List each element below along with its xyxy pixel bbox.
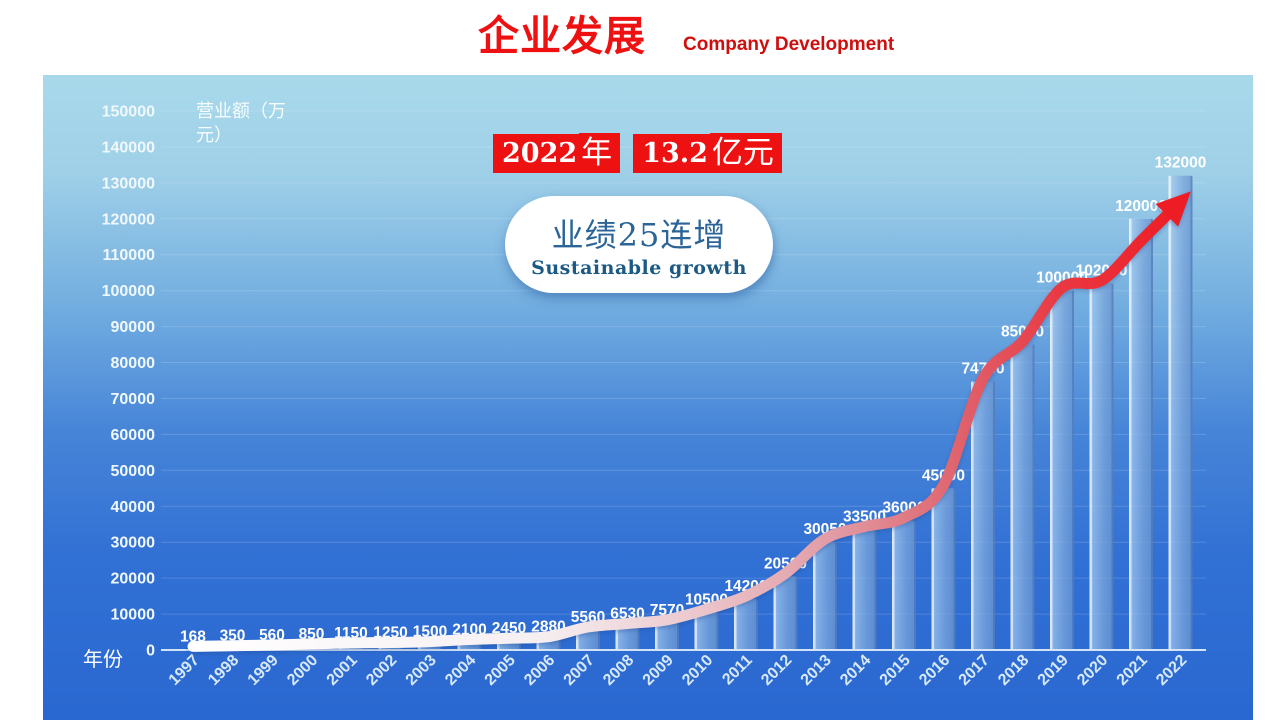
svg-text:2010: 2010 bbox=[679, 652, 716, 689]
callout-year-box: 2022 年 bbox=[493, 133, 621, 174]
callout-year-unit: 年 bbox=[579, 133, 621, 174]
bubble-headline-prefix: 业绩 bbox=[551, 217, 618, 253]
svg-text:140000: 140000 bbox=[102, 139, 155, 156]
svg-text:2017: 2017 bbox=[956, 652, 993, 689]
svg-text:2006: 2006 bbox=[521, 652, 558, 689]
svg-text:2007: 2007 bbox=[561, 652, 598, 689]
svg-text:30000: 30000 bbox=[111, 535, 156, 552]
callout-value-number: 13.2 bbox=[633, 133, 710, 173]
svg-text:40000: 40000 bbox=[111, 499, 156, 516]
callout-value-unit: 亿元 bbox=[709, 133, 782, 174]
svg-text:2002: 2002 bbox=[363, 652, 400, 689]
svg-text:2019: 2019 bbox=[1035, 652, 1072, 689]
chart-panel: 0 10000 20000 30000 40000 50000 60000 70000 8000… bbox=[43, 75, 1253, 720]
growth-bubble: 业绩25连增 Sustainable growth bbox=[505, 196, 773, 293]
bubble-subline: Sustainable growth bbox=[531, 257, 747, 279]
svg-text:2009: 2009 bbox=[640, 652, 677, 689]
y-axis-title: 营业额（万元） bbox=[196, 101, 286, 146]
svg-text:100000: 100000 bbox=[102, 283, 155, 300]
svg-text:10000: 10000 bbox=[111, 607, 156, 624]
bubble-headline-number: 25 bbox=[617, 216, 661, 254]
svg-text:132000: 132000 bbox=[1155, 155, 1207, 172]
svg-text:120000: 120000 bbox=[1115, 198, 1167, 215]
svg-text:2001: 2001 bbox=[324, 652, 361, 689]
svg-text:2022: 2022 bbox=[1153, 652, 1190, 689]
svg-text:2008: 2008 bbox=[600, 652, 637, 689]
svg-text:120000: 120000 bbox=[102, 211, 155, 228]
page-subtitle: Company Development bbox=[683, 34, 895, 55]
callout-value-box: 13.2 亿元 bbox=[633, 133, 782, 174]
page-title: 企业发展 bbox=[478, 13, 646, 59]
svg-text:2015: 2015 bbox=[877, 652, 914, 689]
svg-text:2016: 2016 bbox=[916, 652, 953, 689]
svg-text:110000: 110000 bbox=[102, 247, 155, 264]
svg-text:60000: 60000 bbox=[111, 427, 156, 444]
svg-text:150000: 150000 bbox=[102, 104, 155, 121]
svg-text:2021: 2021 bbox=[1114, 652, 1151, 689]
svg-text:2004: 2004 bbox=[442, 652, 479, 689]
svg-text:2000: 2000 bbox=[284, 652, 321, 689]
svg-text:70000: 70000 bbox=[111, 391, 156, 408]
svg-text:2018: 2018 bbox=[995, 652, 1032, 689]
svg-text:2020: 2020 bbox=[1074, 652, 1111, 689]
svg-text:1997: 1997 bbox=[166, 652, 203, 689]
callout-year-number: 2022 bbox=[493, 133, 580, 173]
svg-text:2014: 2014 bbox=[837, 652, 874, 689]
svg-text:2005: 2005 bbox=[482, 652, 519, 689]
svg-text:90000: 90000 bbox=[111, 319, 156, 336]
svg-text:130000: 130000 bbox=[102, 175, 155, 192]
x-axis-title: 年份 bbox=[83, 649, 123, 671]
svg-text:20000: 20000 bbox=[111, 571, 156, 588]
svg-text:2003: 2003 bbox=[403, 652, 440, 689]
svg-text:2011: 2011 bbox=[719, 652, 756, 689]
svg-text:1998: 1998 bbox=[205, 652, 242, 689]
bubble-headline: 业绩25连增 bbox=[552, 210, 727, 256]
svg-text:80000: 80000 bbox=[111, 355, 156, 372]
svg-text:2013: 2013 bbox=[798, 652, 835, 689]
bubble-headline-suffix: 连增 bbox=[660, 217, 727, 253]
svg-text:50000: 50000 bbox=[111, 463, 156, 480]
svg-text:0: 0 bbox=[146, 643, 155, 660]
svg-text:2012: 2012 bbox=[758, 652, 795, 689]
revenue-chart: 0 10000 20000 30000 40000 50000 60000 70000 8000… bbox=[102, 104, 1207, 689]
svg-text:1999: 1999 bbox=[245, 652, 282, 689]
callout: 2022 年 13.2 亿元 bbox=[493, 133, 782, 174]
